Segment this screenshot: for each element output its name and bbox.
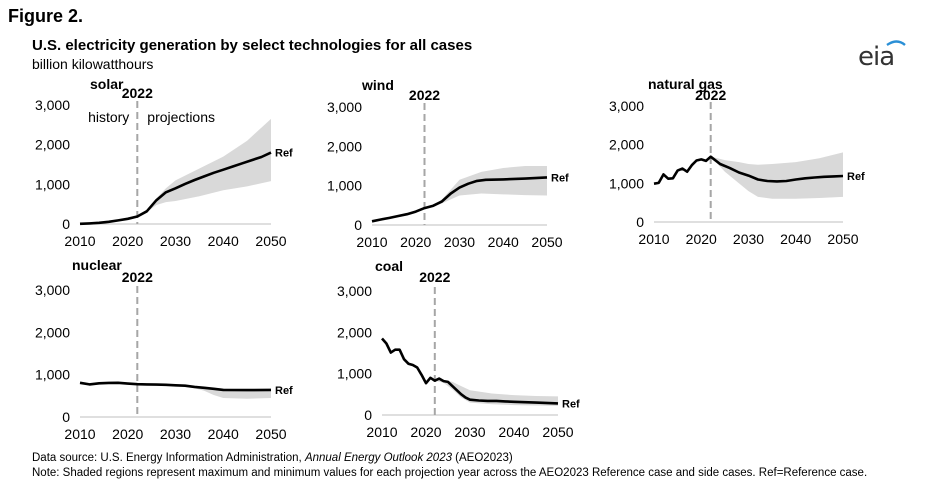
solar-x-tick-label: 2020 xyxy=(112,233,143,249)
nuclear-x-tick-label: 2050 xyxy=(255,426,286,442)
wind-range-band xyxy=(424,166,547,209)
natural-gas-y-tick-label: 3,000 xyxy=(609,98,644,114)
wind-x-tick-label: 2020 xyxy=(400,234,431,250)
nuclear-panel-title: nuclear xyxy=(72,257,122,273)
wind-y-tick-label: 1,000 xyxy=(327,178,362,194)
coal-y-tick-label: 0 xyxy=(364,407,372,423)
nuclear-x-tick-label: 2010 xyxy=(64,426,95,442)
solar-ref-line xyxy=(79,151,272,226)
solar-x-tick-label: 2030 xyxy=(160,233,191,249)
solar-y-tick-label: 2,000 xyxy=(35,137,70,153)
coal-y-tick-label: 3,000 xyxy=(337,283,372,299)
coal-panel-title: coal xyxy=(375,258,403,274)
solar-y-tick-label: 3,000 xyxy=(35,97,70,113)
coal-x-tick-label: 2040 xyxy=(498,424,529,440)
coal-ref-label: Ref xyxy=(562,398,580,410)
natural-gas-range-band xyxy=(710,152,843,199)
chart-title: U.S. electricity generation by select te… xyxy=(32,37,473,54)
solar-y-tick-label: 1,000 xyxy=(35,176,70,192)
solar-x-tick-label: 2040 xyxy=(208,233,239,249)
source-prefix: Data source: U.S. Energy Information Adm… xyxy=(32,452,305,464)
wind-x-tick-label: 2050 xyxy=(531,234,562,250)
eia-logo-swoosh-icon xyxy=(886,40,906,47)
wind-x-tick-label: 2030 xyxy=(444,234,475,250)
natural-gas-x-tick-label: 2020 xyxy=(686,231,717,247)
data-source: Data source: U.S. Energy Information Adm… xyxy=(32,452,513,464)
solar-x-tick-label: 2010 xyxy=(64,233,95,249)
figure-label: Figure 2. xyxy=(8,6,84,26)
solar-annotation-history: history xyxy=(88,109,129,125)
wind-x-tick-label: 2010 xyxy=(356,234,387,250)
wind-panel-title: wind xyxy=(361,77,394,93)
source-italic: Annual Energy Outlook 2023 xyxy=(304,452,452,464)
natural-gas-x-tick-label: 2040 xyxy=(780,231,811,247)
coal-range-band xyxy=(434,379,558,406)
wind-ref-line xyxy=(371,176,548,223)
chart-subtitle: billion kilowatthours xyxy=(32,56,154,72)
coal-x-tick-label: 2010 xyxy=(366,424,397,440)
wind-marker-label: 2022 xyxy=(409,87,440,103)
eia-logo-text: eia xyxy=(858,42,895,72)
nuclear-ref-label: Ref xyxy=(275,385,293,397)
coal-x-tick-label: 2050 xyxy=(542,424,573,440)
natural-gas-marker-label: 2022 xyxy=(695,87,726,103)
solar-range-band xyxy=(137,118,271,217)
nuclear-y-tick-label: 0 xyxy=(62,409,70,425)
note: Note: Shaded regions represent maximum a… xyxy=(32,467,868,479)
natural-gas-y-tick-label: 1,000 xyxy=(609,175,644,191)
solar-annotation-projections: projections xyxy=(147,109,215,125)
nuclear-range-band xyxy=(137,384,271,399)
nuclear-y-tick-label: 1,000 xyxy=(35,367,70,383)
natural-gas-ref-line xyxy=(653,155,844,185)
natural-gas-ref-label: Ref xyxy=(847,171,865,183)
coal-x-tick-label: 2020 xyxy=(410,424,441,440)
wind-ref-label: Ref xyxy=(551,172,569,184)
solar-ref-label: Ref xyxy=(275,148,293,160)
natural-gas-x-tick-label: 2050 xyxy=(827,231,858,247)
solar-x-tick-label: 2050 xyxy=(255,233,286,249)
wind-x-tick-label: 2040 xyxy=(488,234,519,250)
coal-y-tick-label: 2,000 xyxy=(337,324,372,340)
coal-y-tick-label: 1,000 xyxy=(337,366,372,382)
wind-y-tick-label: 3,000 xyxy=(327,99,362,115)
nuclear-marker-label: 2022 xyxy=(122,269,153,285)
coal-x-tick-label: 2030 xyxy=(454,424,485,440)
solar-panel-title: solar xyxy=(90,76,124,92)
natural-gas-panel-title: natural gas xyxy=(648,76,723,92)
coal-ref-line xyxy=(381,337,559,405)
natural-gas-x-tick-label: 2010 xyxy=(638,231,669,247)
nuclear-x-tick-label: 2030 xyxy=(160,426,191,442)
nuclear-y-tick-label: 2,000 xyxy=(35,324,70,340)
source-suffix: (AEO2023) xyxy=(451,452,513,464)
nuclear-y-tick-label: 3,000 xyxy=(35,282,70,298)
wind-y-tick-label: 2,000 xyxy=(327,138,362,154)
wind-y-tick-label: 0 xyxy=(354,217,362,233)
nuclear-x-tick-label: 2040 xyxy=(208,426,239,442)
natural-gas-x-tick-label: 2030 xyxy=(733,231,764,247)
nuclear-ref-line xyxy=(79,381,272,392)
solar-marker-label: 2022 xyxy=(122,85,153,101)
nuclear-x-tick-label: 2020 xyxy=(112,426,143,442)
solar-y-tick-label: 0 xyxy=(62,216,70,232)
coal-marker-label: 2022 xyxy=(419,269,450,285)
natural-gas-y-tick-label: 0 xyxy=(636,214,644,230)
natural-gas-y-tick-label: 2,000 xyxy=(609,137,644,153)
